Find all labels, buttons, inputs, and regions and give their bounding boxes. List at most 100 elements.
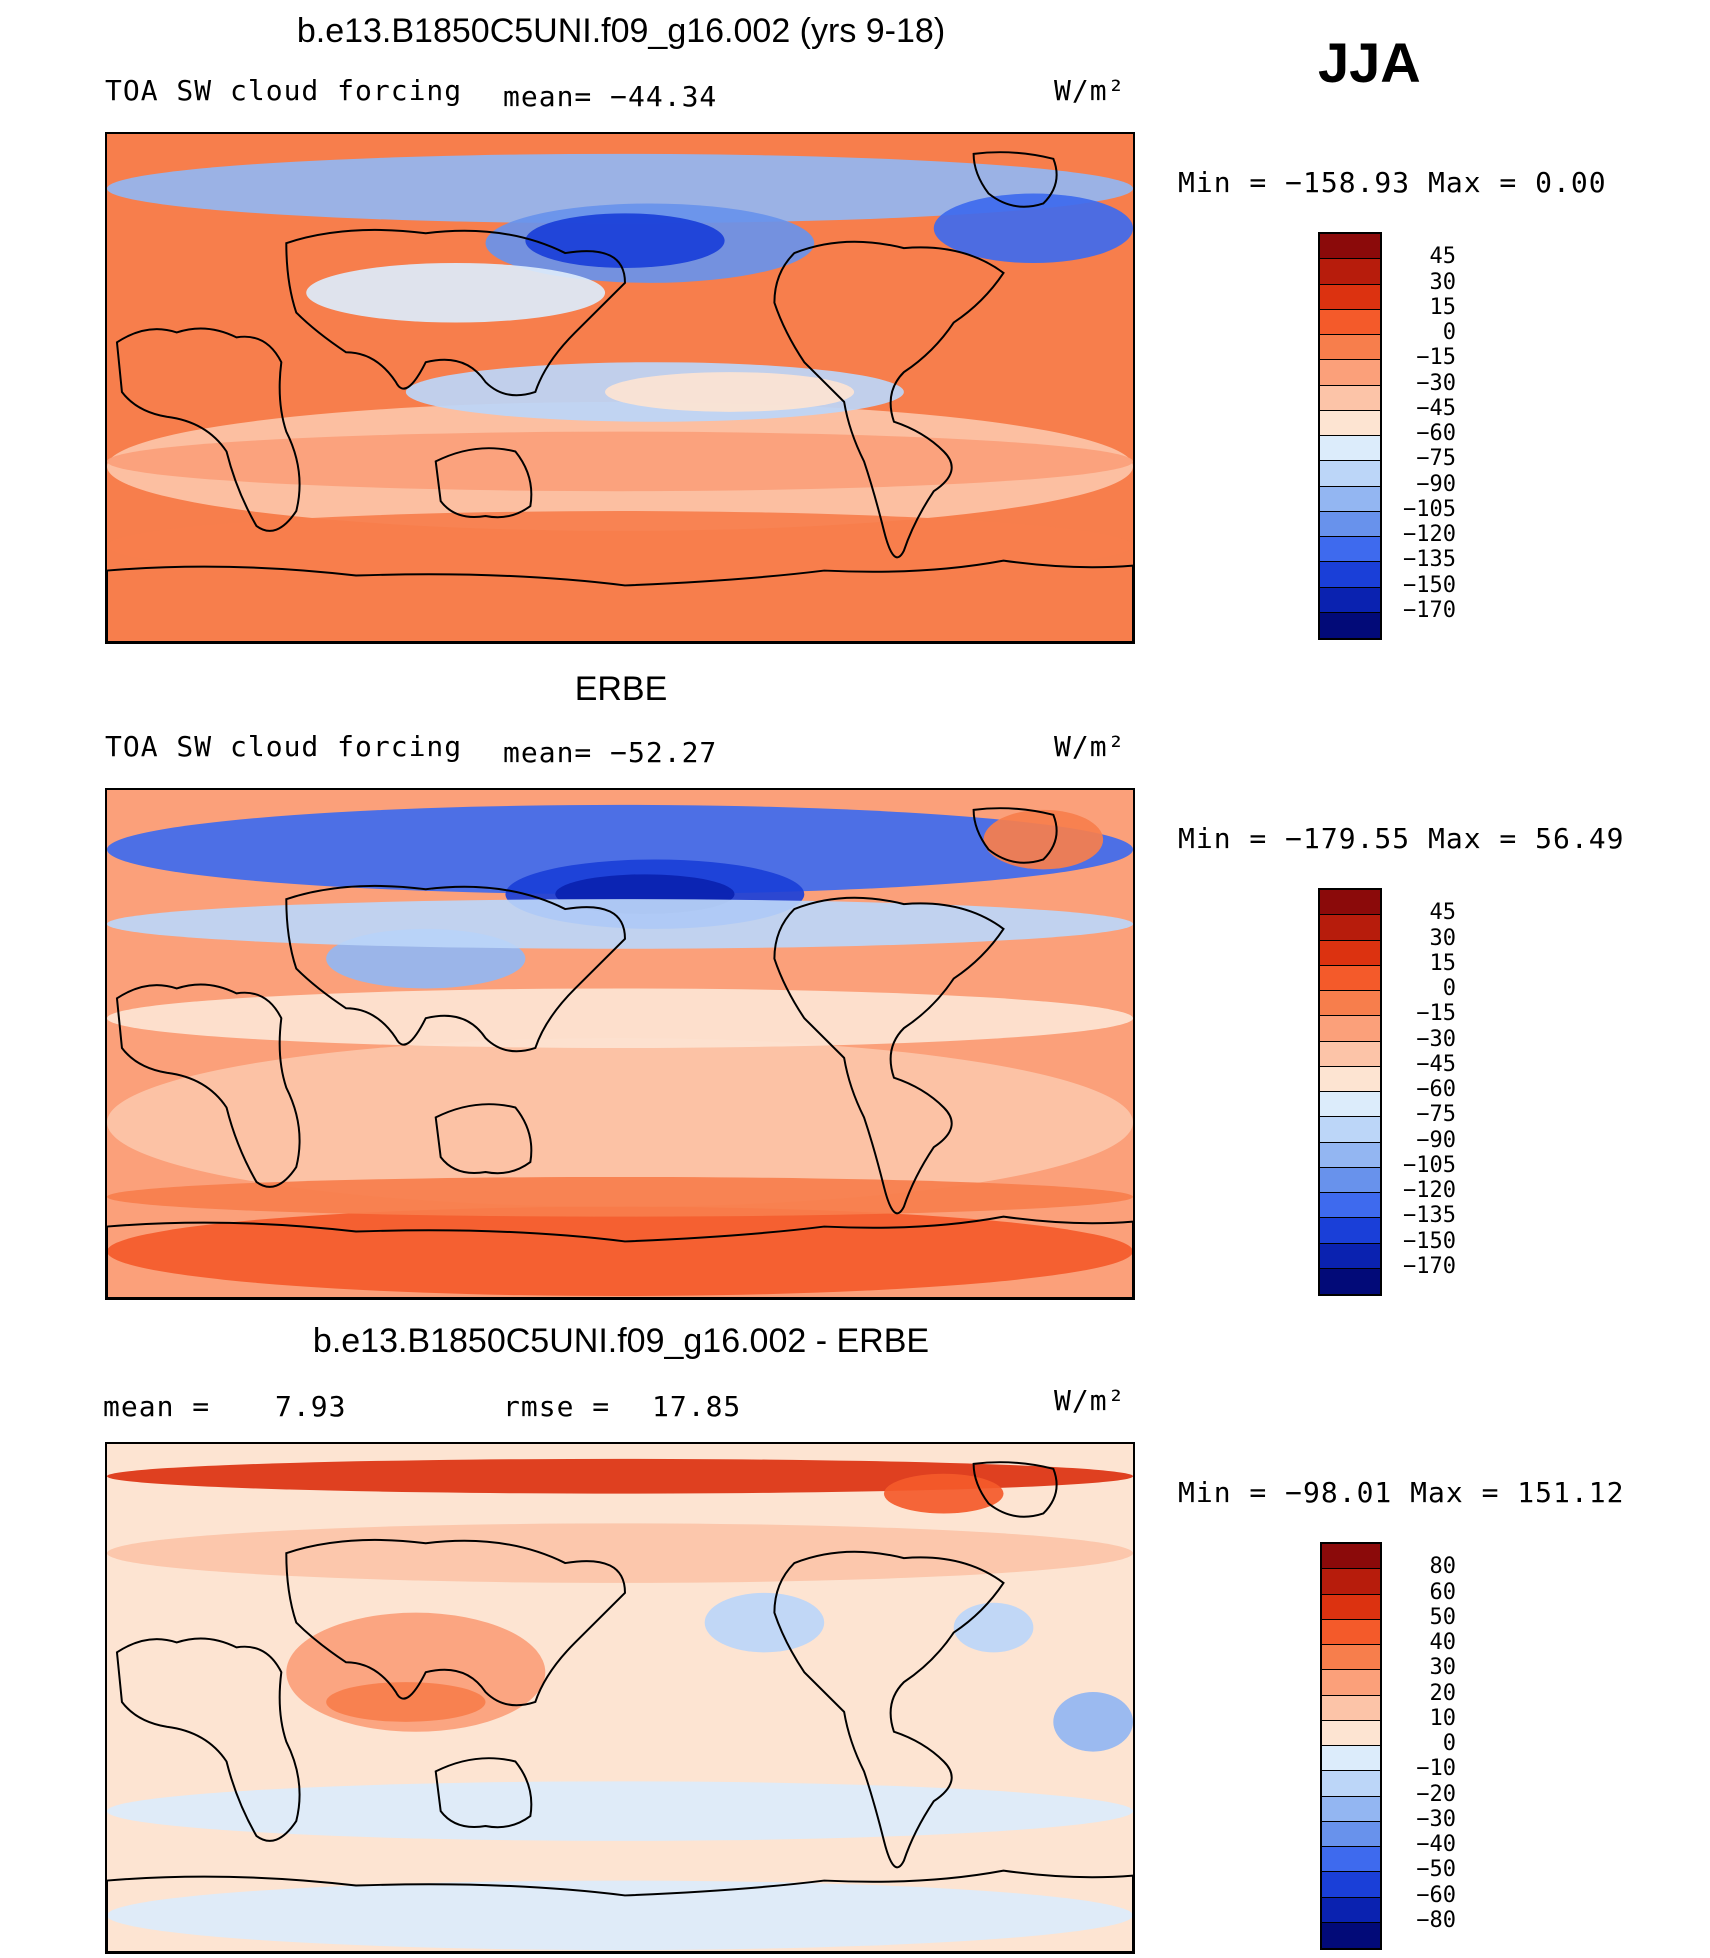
field-contour-region [1053,1692,1133,1752]
colorbar-tick-label: 30 [1429,925,1457,951]
colorbar-box [1320,1268,1380,1294]
colorbar-box [1320,234,1380,260]
panel3-mean-label: mean = [103,1390,211,1423]
coastline [972,807,1058,864]
coastline [434,1103,533,1175]
colorbar-box [1320,587,1380,613]
colorbar-box [1320,562,1380,588]
panel3-units: W/m² [1054,1384,1126,1417]
panel2-minmax: Min = −179.55 Max = 56.49 [1178,822,1625,855]
field-contour-region [953,1602,1034,1653]
panel1-minmax: Min = −158.93 Max = 0.00 [1178,166,1607,199]
colorbar-box [1320,537,1380,563]
field-contour-region [933,193,1133,263]
colorbar-box [1320,1041,1380,1067]
colorbar-box [1320,940,1380,966]
field-contour-region [107,988,1133,1048]
colorbar-tick-label: −75 [1416,1102,1456,1128]
colorbar-tick-label: −30 [1416,370,1456,396]
colorbar-box [1320,486,1380,512]
colorbar-tick-label: −15 [1416,345,1456,371]
field-contour-region [107,1176,1133,1217]
colorbar-tick-label: −60 [1416,1882,1456,1908]
colorbar-box [1320,1218,1380,1244]
colorbar-box [1320,612,1380,638]
field-contour-region [306,262,606,323]
colorbar-box [1320,1167,1380,1193]
colorbar-box [1322,1569,1380,1595]
colorbar-tick-label: −150 [1403,1228,1456,1254]
coastline [285,1538,626,1707]
colorbar-tick-label: −135 [1403,1203,1456,1229]
field-contour-region [107,899,1133,949]
panel3-minmax: Min = −98.01 Max = 151.12 [1178,1476,1625,1509]
panel1-title: b.e13.B1850C5UNI.f09_g16.002 (yrs 9-18) [296,12,946,50]
colorbar-box [1320,309,1380,335]
colorbar-box [1320,259,1380,285]
field-contour-region [107,1880,1133,1951]
colorbar-tick-label: 0 [1442,1731,1456,1756]
colorbar-box [1320,890,1380,916]
colorbar-tick-label: −40 [1416,1832,1456,1857]
colorbar-tick-label: −150 [1403,572,1456,598]
panel2-mean: mean= −52.27 [503,736,718,769]
field-contour-region [883,1473,1004,1514]
panel2-map [105,788,1135,1300]
colorbar-tick-label: 45 [1429,244,1457,270]
colorbar-tick-label: −15 [1416,1001,1456,1027]
colorbar-box [1322,1847,1380,1873]
panel2-title: ERBE [574,670,668,708]
field-contour-region [605,372,855,412]
colorbar-box [1322,1670,1380,1696]
colorbar-tick-label: 15 [1429,950,1457,976]
coastline [107,559,1133,642]
field-contour-region [107,1206,1133,1297]
colorbar-tick-label: −75 [1416,446,1456,472]
colorbar-tick-label: 40 [1429,1630,1457,1655]
field-contour-region [107,1781,1133,1841]
season-label: JJA [1318,31,1421,94]
field-contour-region [107,511,1133,581]
colorbar-tick-label: −135 [1403,547,1456,573]
colorbar-box [1320,461,1380,487]
colorbar-box [1322,1771,1380,1797]
panel3-colorbar [1320,1542,1382,1950]
field-contour-region [107,431,1133,492]
coastline [773,896,1005,1215]
coastline [115,983,301,1188]
panel2-field-svg [107,790,1133,1298]
colorbar-tick-label: −90 [1416,1127,1456,1153]
colorbar-box [1320,965,1380,991]
colorbar-box [1322,1720,1380,1746]
colorbar-tick-label: −105 [1403,496,1456,522]
panel3-rmse-label: rmse = [503,1390,611,1423]
panel2-units: W/m² [1054,730,1126,763]
coastline [773,1550,1005,1869]
panel2-colorbar [1318,888,1382,1296]
panel3-map [105,1442,1135,1954]
colorbar-tick-label: 30 [1429,1655,1457,1681]
colorbar-tick-label: −120 [1403,1178,1456,1203]
panel1-map [105,132,1135,644]
field-contour-region [107,153,1133,224]
colorbar-box [1320,335,1380,361]
colorbar-box [1322,1594,1380,1620]
colorbar-tick-label: 15 [1429,294,1457,320]
panel1-colorbar [1318,232,1382,640]
field-contour-region [107,804,1133,895]
field-background [107,1444,1133,1952]
colorbar-tick-label: 0 [1442,320,1456,345]
colorbar-tick-label: −170 [1403,1253,1456,1279]
colorbar-box [1322,1645,1380,1671]
panel1-mean: mean= −44.34 [503,80,718,113]
colorbar-tick-label: 20 [1429,1680,1457,1706]
colorbar-box [1320,915,1380,941]
field-contour-region [704,1592,825,1653]
coastline [115,327,301,532]
colorbar-box [1322,1872,1380,1898]
colorbar-box [1322,1821,1380,1847]
colorbar-tick-label: 60 [1429,1579,1457,1605]
field-contour-region [525,213,725,268]
colorbar-box [1320,436,1380,462]
colorbar-tick-label: 80 [1429,1554,1457,1580]
